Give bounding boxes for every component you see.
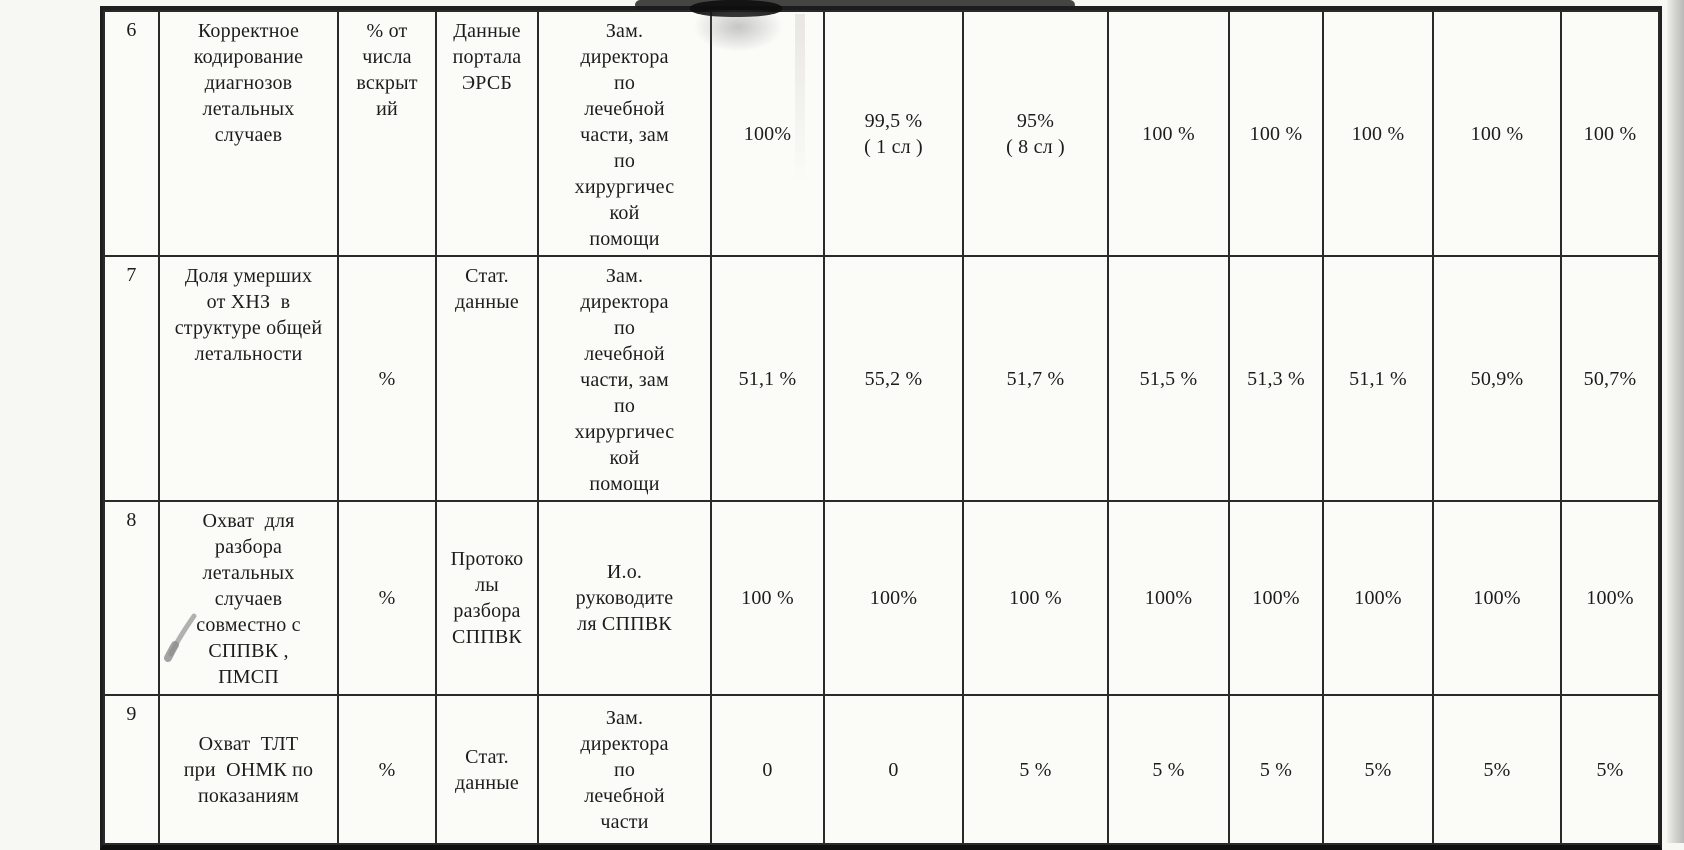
scan-smudge-line bbox=[635, 0, 1075, 10]
source-cell: Стат. данные bbox=[435, 255, 539, 502]
value-cell: 100 % bbox=[1107, 10, 1230, 257]
value-cell: 100% bbox=[823, 500, 964, 696]
page-edge-shadow bbox=[1667, 0, 1684, 843]
value-cell: 100% bbox=[1322, 500, 1434, 696]
value-cell: 100 % bbox=[1432, 10, 1562, 257]
value-cell: 100 % bbox=[1228, 10, 1324, 257]
scan-streak bbox=[795, 14, 805, 184]
row-number: 9 bbox=[103, 694, 160, 845]
value-cell: 51,1 % bbox=[710, 255, 825, 502]
value-cell: 100 % bbox=[710, 500, 825, 696]
value-cell: 100 % bbox=[1560, 10, 1660, 257]
value-cell: 0 bbox=[823, 694, 964, 845]
value-cell: 50,7% bbox=[1560, 255, 1660, 502]
value-cell: 99,5 % ( 1 сл ) bbox=[823, 10, 964, 257]
value-cell: 100 % bbox=[962, 500, 1109, 696]
value-cell: 5% bbox=[1560, 694, 1660, 845]
row-number: 8 bbox=[103, 500, 160, 696]
value-cell: 5% bbox=[1322, 694, 1434, 845]
table-row-6: 6 Корректное кодирование диагнозов летал… bbox=[103, 10, 1660, 257]
value-cell: 100% bbox=[710, 10, 825, 257]
row-number: 7 bbox=[103, 255, 160, 502]
value-cell: 95% ( 8 сл ) bbox=[962, 10, 1109, 257]
value-cell: 5 % bbox=[1107, 694, 1230, 845]
value-cell: 51,5 % bbox=[1107, 255, 1230, 502]
unit-cell: % bbox=[337, 500, 437, 696]
source-cell: Данные портала ЭРСБ bbox=[435, 10, 539, 257]
responsible-cell: Зам. директора по лечебной части, зам по… bbox=[537, 255, 712, 502]
responsible-cell: Зам. директора по лечебной части bbox=[537, 694, 712, 845]
responsible-cell: И.о. руководите ля СППВК bbox=[537, 500, 712, 696]
source-cell: Стат. данные bbox=[435, 694, 539, 845]
value-cell: 100% bbox=[1107, 500, 1230, 696]
value-cell: 100% bbox=[1228, 500, 1324, 696]
scan-smudge-blob bbox=[690, 0, 782, 17]
value-cell: 100% bbox=[1432, 500, 1562, 696]
value-cell: 51,3 % bbox=[1228, 255, 1324, 502]
value-cell: 0 bbox=[710, 694, 825, 845]
indicator-name-cell: Охват для разбора летальных случаев совм… bbox=[158, 500, 339, 696]
unit-cell: % bbox=[337, 694, 437, 845]
table-row-8: 8 Охват для разбора летальных случаев со… bbox=[103, 500, 1660, 696]
value-cell: 51,1 % bbox=[1322, 255, 1434, 502]
value-cell: 100% bbox=[1560, 500, 1660, 696]
pen-checkmark bbox=[164, 613, 197, 662]
row-number: 6 bbox=[103, 10, 160, 257]
value-cell: 5% bbox=[1432, 694, 1562, 845]
table-row-7: 7 Доля умерших от ХНЗ в структуре общей … bbox=[103, 255, 1660, 502]
unit-cell: % от числа вскрыт ий bbox=[337, 10, 437, 257]
responsible-cell: Зам. директора по лечебной части, зам по… bbox=[537, 10, 712, 257]
value-cell: 51,7 % bbox=[962, 255, 1109, 502]
indicator-table-frame: 6 Корректное кодирование диагнозов летал… bbox=[100, 6, 1662, 850]
value-cell: 100 % bbox=[1322, 10, 1434, 257]
indicator-table: 6 Корректное кодирование диагнозов летал… bbox=[103, 10, 1660, 845]
table-row-9: 9 Охват ТЛТ при ОНМК по показаниям % Ста… bbox=[103, 694, 1660, 845]
scan-smudge-cloud bbox=[693, 10, 783, 52]
unit-cell: % bbox=[337, 255, 437, 502]
value-cell: 55,2 % bbox=[823, 255, 964, 502]
indicator-name-cell: Корректное кодирование диагнозов летальн… bbox=[158, 10, 339, 257]
value-cell: 50,9% bbox=[1432, 255, 1562, 502]
indicator-name-cell: Доля умерших от ХНЗ в структуре общей ле… bbox=[158, 255, 339, 502]
value-cell: 5 % bbox=[962, 694, 1109, 845]
value-cell: 5 % bbox=[1228, 694, 1324, 845]
source-cell: Протоко лы разбора СППВК bbox=[435, 500, 539, 696]
indicator-name-cell: Охват ТЛТ при ОНМК по показаниям bbox=[158, 694, 339, 845]
